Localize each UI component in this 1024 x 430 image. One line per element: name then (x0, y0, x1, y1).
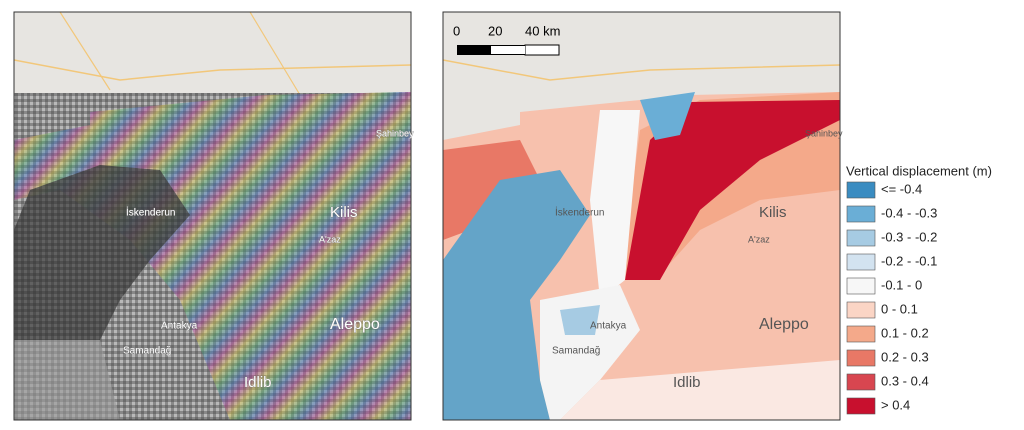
displacement-map (443, 12, 840, 420)
place-label: Şahinbey (805, 128, 843, 138)
legend-label: -0.3 - -0.2 (881, 229, 937, 244)
map-frame (442, 11, 841, 421)
legend-swatch (846, 229, 876, 247)
place-label: Idlib (244, 374, 272, 391)
legend-label: 0.3 - 0.4 (881, 373, 929, 388)
place-label: A'zaz (319, 234, 341, 244)
place-label: Kilis (330, 204, 358, 221)
place-label: A'zaz (748, 234, 770, 244)
place-label: Antakya (161, 321, 198, 332)
place-label: Antakya (590, 321, 627, 332)
legend-swatch (846, 373, 876, 391)
place-label: İskenderun (555, 206, 604, 219)
legend-label: <= -0.4 (881, 181, 922, 196)
interferogram-map (14, 12, 411, 420)
scale-label: 40 km (525, 23, 560, 38)
legend-label: > 0.4 (881, 397, 910, 412)
legend-label: -0.4 - -0.3 (881, 205, 937, 220)
place-label: Samandağ (123, 346, 171, 357)
legend-swatch (846, 349, 876, 367)
legend-swatch (846, 181, 876, 199)
legend-label: 0.1 - 0.2 (881, 325, 929, 340)
legend-label: 0.2 - 0.3 (881, 349, 929, 364)
place-label: İskenderun (126, 206, 175, 219)
scale-label: 0 (453, 23, 460, 38)
legend-swatch (846, 205, 876, 223)
legend-swatch (846, 397, 876, 415)
place-label: Idlib (673, 374, 701, 391)
place-label: Aleppo (759, 316, 809, 333)
place-label: Şahinbey (376, 128, 414, 138)
legend-label: 0 - 0.1 (881, 301, 918, 316)
place-label: Samandağ (552, 346, 600, 357)
legend-label: -0.2 - -0.1 (881, 253, 937, 268)
legend-swatch (846, 253, 876, 271)
legend-swatch (846, 301, 876, 319)
legend-swatch (846, 325, 876, 343)
map-frame (13, 11, 412, 421)
scale-bar (457, 44, 560, 56)
place-label: Aleppo (330, 316, 380, 333)
legend-label: -0.1 - 0 (881, 277, 922, 292)
scale-label: 20 (488, 23, 502, 38)
legend-title: Vertical displacement (m) (846, 163, 992, 178)
place-label: Kilis (759, 204, 787, 221)
legend-swatch (846, 277, 876, 295)
